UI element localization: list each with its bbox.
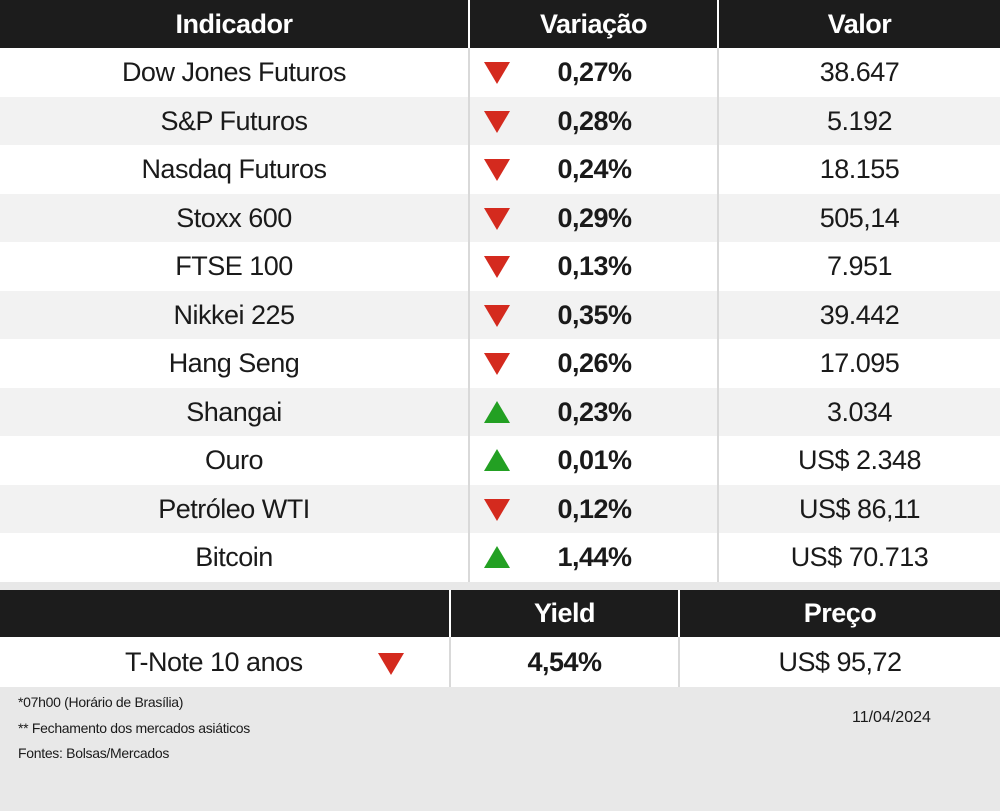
header-price: Preço [678,590,1000,637]
change-cell: 0,28% [468,97,717,146]
indicator-name: Dow Jones Futuros [121,57,347,87]
treasury-price: US$ 95,72 [678,637,1000,687]
header-change: Variação [468,0,717,48]
treasury-name-cell: T-Note 10 anos [0,637,449,687]
table-row: Nasdaq Futuros 0,24% 18.155 [0,145,1000,194]
change-value: 1,44% [557,542,632,572]
indicator-name: Ouro [204,445,264,475]
indicator-value: US$ 2.348 [717,436,1000,485]
indicator-value: 38.647 [717,48,1000,97]
table-row: Ouro 0,01% US$ 2.348 [0,436,1000,485]
indicator-name: Bitcoin [195,542,273,572]
indicator-name: Stoxx 600 [176,203,292,233]
treasury-name: T-Note 10 anos [125,646,303,677]
treasury-header-blank [0,590,449,637]
change-cell: 0,35% [468,291,717,340]
footnote-asia: ** Fechamento dos mercados asiáticos [18,720,250,736]
down-arrow-icon [484,208,510,230]
treasury-yield: 4,54% [449,637,678,687]
change-value: 0,29% [557,203,632,233]
down-arrow-icon [484,62,510,84]
change-cell: 0,29% [468,194,717,243]
down-arrow-icon [484,353,510,375]
treasury-row: T-Note 10 anos 4,54% US$ 95,72 [0,637,1000,687]
report-date: 11/04/2024 [852,709,931,726]
change-value: 0,24% [557,154,632,184]
down-arrow-icon [484,499,510,521]
table-header: Indicador Variação Valor [0,0,1000,48]
up-arrow-icon [484,401,510,423]
footnote-time: *07h00 (Horário de Brasília) [18,694,184,710]
change-cell: 0,01% [468,436,717,485]
header-indicator: Indicador [175,8,293,39]
change-cell: 0,12% [468,485,717,534]
footnote-sources: Fontes: Bolsas/Mercados [18,745,170,761]
header-value: Valor [717,0,1000,48]
change-cell: 1,44% [468,533,717,582]
indicator-value: 505,14 [717,194,1000,243]
indicator-name: FTSE 100 [175,251,293,281]
indicator-name: Hang Seng [168,348,300,378]
table-row: Stoxx 600 0,29% 505,14 [0,194,1000,243]
treasury-header: Yield Preço [0,590,1000,637]
change-value: 0,12% [557,494,632,524]
down-arrow-icon [484,111,510,133]
indicator-value: 5.192 [717,97,1000,146]
indicator-value: 39.442 [717,291,1000,340]
indicator-name: Nikkei 225 [173,300,295,330]
down-arrow-icon [484,305,510,327]
change-cell: 0,24% [468,145,717,194]
table-row: Nikkei 225 0,35% 39.442 [0,291,1000,340]
indicator-name: Petróleo WTI [158,494,310,524]
table-row: Dow Jones Futuros 0,27% 38.647 [0,48,1000,97]
change-value: 0,23% [557,397,632,427]
indicator-value: 18.155 [717,145,1000,194]
footer: *07h00 (Horário de Brasília) ** Fechamen… [0,687,1000,811]
change-cell: 0,13% [468,242,717,291]
table-row: Hang Seng 0,26% 17.095 [0,339,1000,388]
change-value: 0,28% [557,106,632,136]
indicator-name: Nasdaq Futuros [141,154,327,184]
table-row: FTSE 100 0,13% 7.951 [0,242,1000,291]
table-row: S&P Futuros 0,28% 5.192 [0,97,1000,146]
change-value: 0,26% [557,348,632,378]
indicator-value: 7.951 [717,242,1000,291]
indicator-name: S&P Futuros [160,106,308,136]
change-value: 0,01% [557,445,632,475]
indicator-value: 3.034 [717,388,1000,437]
down-arrow-icon [484,256,510,278]
up-arrow-icon [484,546,510,568]
indicator-value: 17.095 [717,339,1000,388]
change-cell: 0,23% [468,388,717,437]
down-arrow-icon [484,159,510,181]
up-arrow-icon [484,449,510,471]
table-row: Shangai 0,23% 3.034 [0,388,1000,437]
table-row: Petróleo WTI 0,12% US$ 86,11 [0,485,1000,534]
change-cell: 0,26% [468,339,717,388]
indicator-value: US$ 86,11 [717,485,1000,534]
indicator-value: US$ 70.713 [717,533,1000,582]
change-value: 0,13% [557,251,632,281]
change-value: 0,35% [557,300,632,330]
change-value: 0,27% [557,57,632,87]
indicator-name: Shangai [186,397,282,427]
change-cell: 0,27% [468,48,717,97]
table-row: Bitcoin 1,44% US$ 70.713 [0,533,1000,582]
down-arrow-icon [378,653,404,675]
header-yield: Yield [449,590,678,637]
